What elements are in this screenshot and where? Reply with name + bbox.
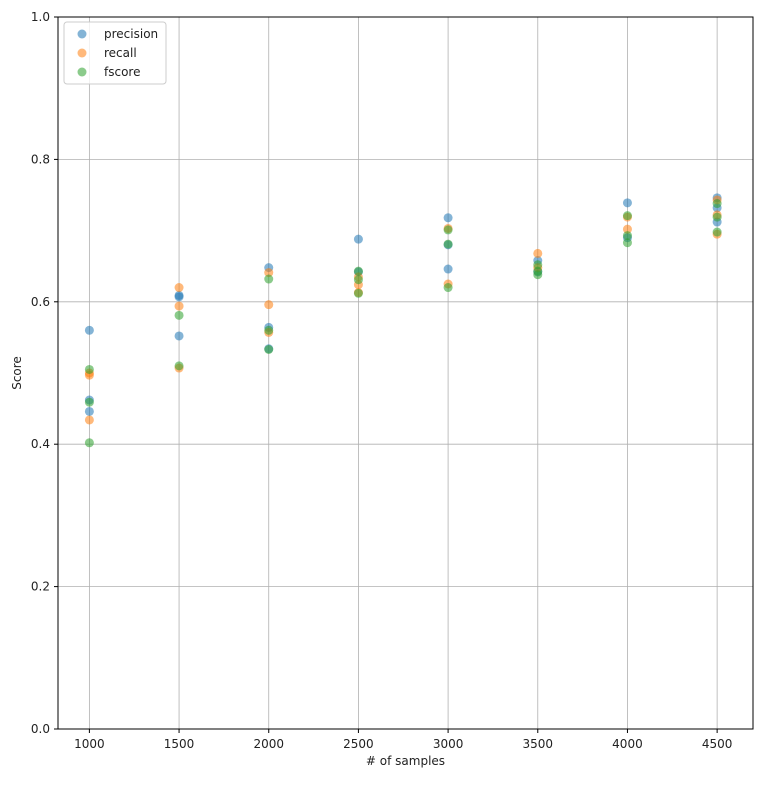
fscore-point [622, 231, 632, 241]
y-tick-label: 0.6 [31, 295, 50, 309]
x-tick-label: 2000 [253, 737, 284, 751]
fscore-point [533, 260, 543, 270]
precision-point [443, 264, 453, 274]
axis-ticks: 1000 1500 2000 2500 3000 3500 4000 4500 0.0 0.2 0.… [31, 10, 732, 751]
precision-point [443, 213, 453, 223]
precision-point [622, 198, 632, 208]
data-points [84, 193, 722, 448]
precision-point [84, 406, 94, 416]
plot-frame [57, 16, 754, 730]
fscore-point [712, 212, 722, 222]
fscore-point [174, 310, 184, 320]
recall-point [174, 283, 184, 293]
legend: precision recall fscore [63, 21, 167, 85]
fscore-point [622, 238, 632, 248]
fscore-point [622, 211, 632, 221]
fscore-point [353, 266, 363, 276]
fscore-point [353, 288, 363, 298]
y-tick-label: 1.0 [31, 10, 50, 24]
x-tick-label: 3500 [523, 737, 554, 751]
x-tick-label: 4000 [612, 737, 643, 751]
fscore-point [443, 283, 453, 293]
fscore-point [84, 397, 94, 407]
fscore-point [353, 275, 363, 285]
legend-box [63, 21, 167, 85]
precision-point [353, 234, 363, 244]
precision-point [84, 325, 94, 335]
legend-label-recall: recall [104, 46, 137, 60]
fscore-point [443, 239, 453, 249]
recall-point [264, 268, 274, 278]
fscore-point [84, 438, 94, 448]
x-tick-label: 4500 [702, 737, 733, 751]
y-axis-label: Score [10, 356, 24, 390]
x-tick-label: 3000 [433, 737, 464, 751]
legend-marker-recall [77, 48, 87, 58]
precision-point [174, 331, 184, 341]
fscore-point [174, 361, 184, 371]
recall-point [84, 415, 94, 425]
x-tick-label: 1000 [74, 737, 105, 751]
recall-point [533, 248, 543, 258]
precision-point [174, 292, 184, 302]
fscore-point [443, 225, 453, 235]
fscore-point [712, 199, 722, 209]
legend-marker-fscore [77, 67, 87, 77]
fscore-point [712, 227, 722, 237]
x-axis-label: # of samples [366, 754, 445, 768]
fscore-point [264, 274, 274, 284]
x-tick-label: 2500 [343, 737, 374, 751]
recall-point [174, 301, 184, 311]
legend-label-precision: precision [104, 27, 158, 41]
y-tick-label: 0.8 [31, 152, 50, 166]
legend-label-fscore: fscore [104, 65, 140, 79]
fscore-point [264, 325, 274, 335]
y-tick-label: 0.4 [31, 437, 50, 451]
legend-marker-precision [77, 29, 87, 39]
y-tick-label: 0.2 [31, 580, 50, 594]
recall-point [264, 300, 274, 310]
recall-point [622, 224, 632, 234]
fscore-point [264, 345, 274, 355]
y-tick-label: 0.0 [31, 722, 50, 736]
fscore-point [533, 270, 543, 280]
x-tick-label: 1500 [164, 737, 195, 751]
fscore-point [84, 364, 94, 374]
